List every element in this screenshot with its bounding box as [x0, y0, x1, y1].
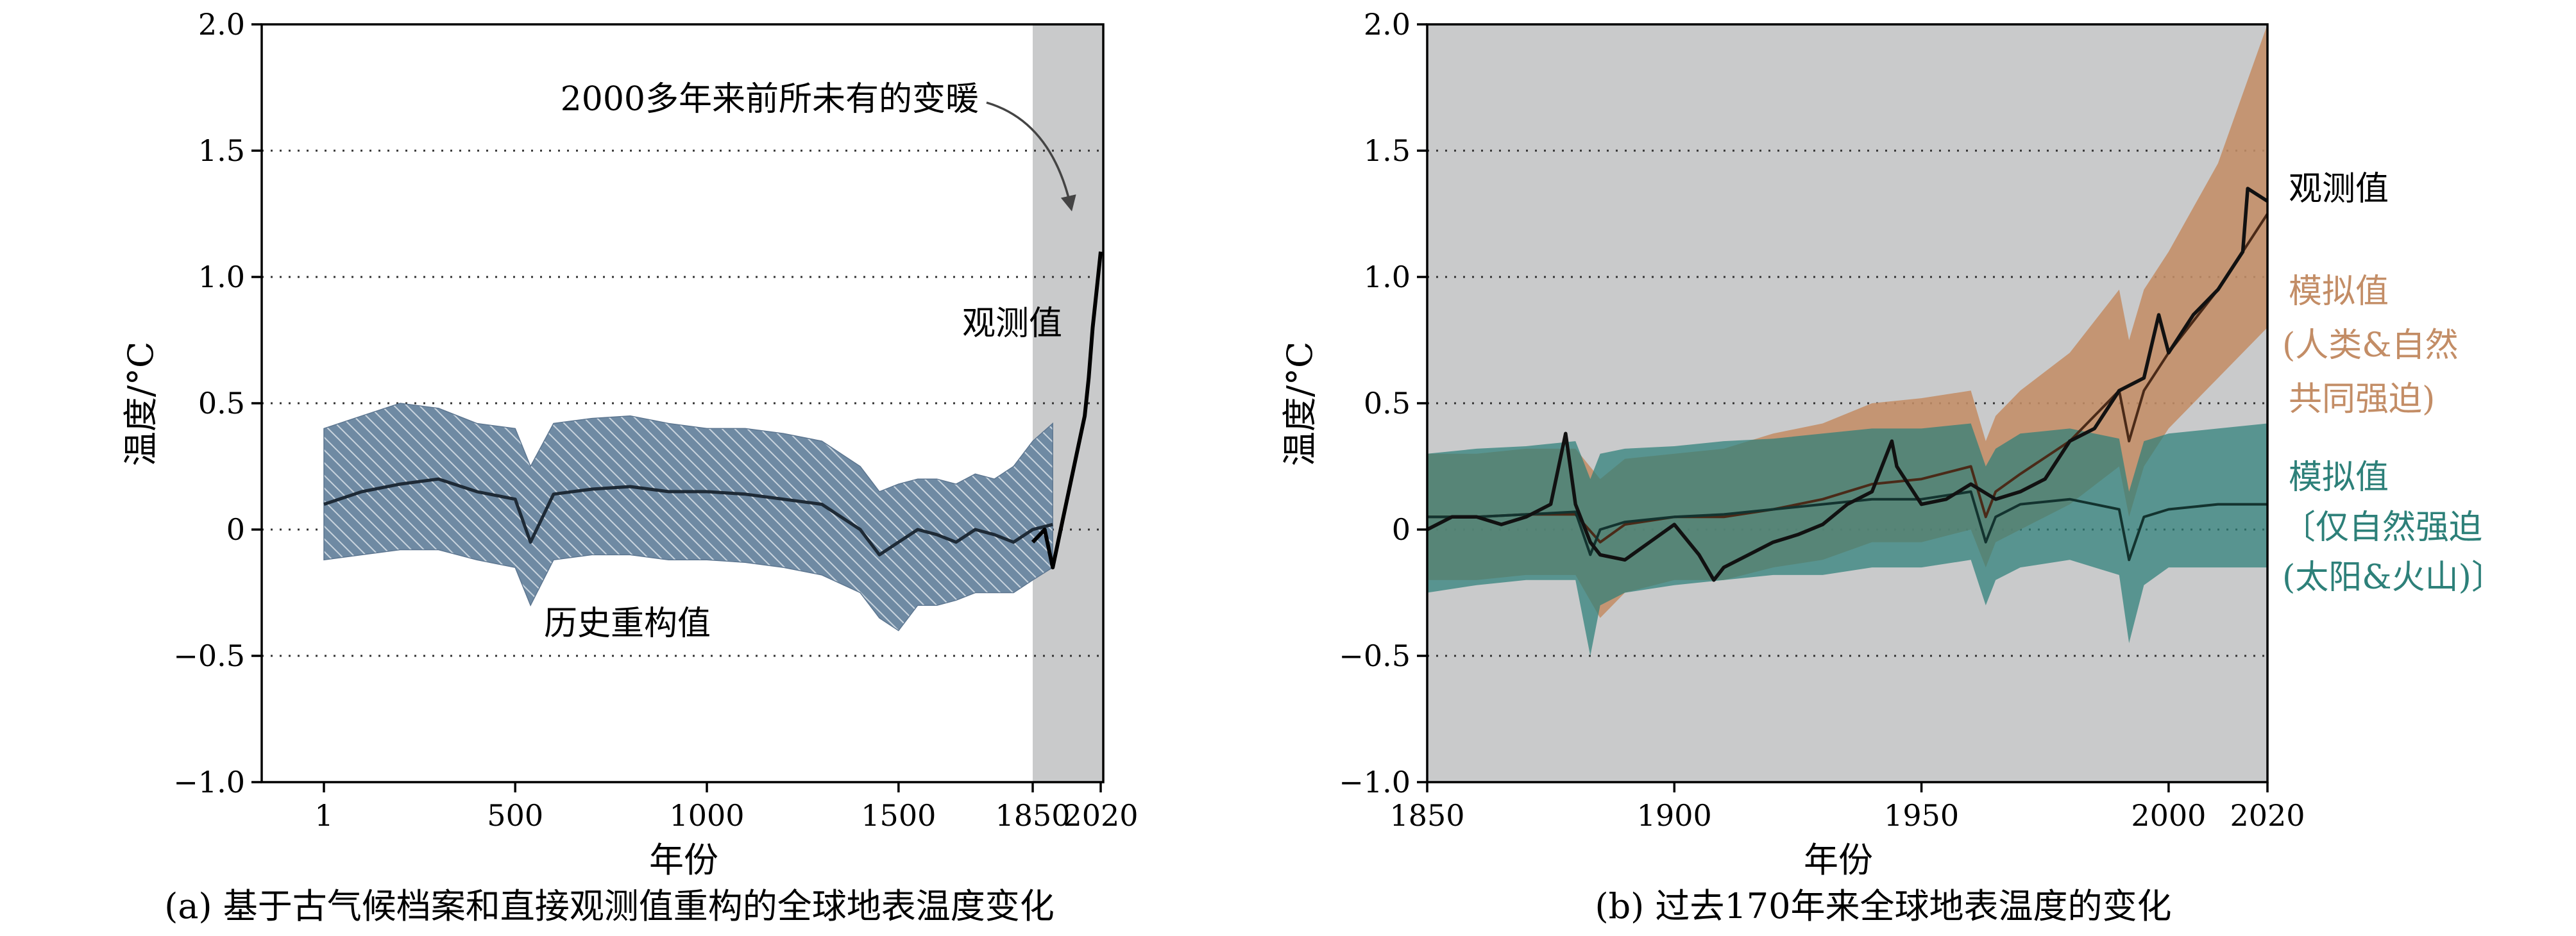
panel-b-legend-natural-3: (太阳&火山)〕 — [2282, 558, 2505, 597]
panel-a-reconstruction-band — [323, 403, 1053, 631]
panel-a-annotation-arrow — [986, 101, 1076, 212]
panel-b-legend-natural-1: 模拟值 — [2289, 458, 2389, 497]
panel-b-natural-only-line — [1427, 490, 2267, 562]
panel-b-y-axis-title: 温度/°C — [1280, 342, 1320, 467]
b-y-tick-label: 1.5 — [1364, 133, 1411, 168]
panel-b-natural-only-band — [1427, 423, 2267, 656]
panel-a-observed-line — [1031, 251, 1103, 570]
panel-b-legend-human-natural-2: (人类&自然 — [2282, 326, 2459, 365]
panel-b-observed-line — [1426, 187, 2269, 582]
panel-b-y-axis: −1.0 −0.5 0 0.5 1.0 1.5 2.0 — [1339, 7, 1427, 799]
b-x-tick-label: 1850 — [1389, 798, 1464, 833]
a-x-tick-label: 2020 — [1063, 798, 1138, 833]
b-x-tick-label: 2020 — [2230, 798, 2305, 833]
panel-b-legend-human-natural-1: 模拟值 — [2289, 272, 2389, 311]
b-x-tick-label: 1950 — [1884, 798, 1959, 833]
a-y-tick-label: 1.0 — [198, 260, 245, 294]
panel-a-y-axis: −1.0 −0.5 0 0.5 1.0 1.5 2.0 — [173, 7, 262, 799]
b-y-tick-label: −1.0 — [1339, 765, 1411, 799]
b-y-tick-label: −0.5 — [1339, 639, 1411, 673]
panel-b-caption: (b) 过去170年来全球地表温度的变化 — [1595, 886, 2172, 926]
panel-a-caption: (a) 基于古气候档案和直接观测值重构的全球地表温度变化 — [164, 886, 1055, 926]
a-y-tick-label: −1.0 — [173, 765, 245, 799]
panel-b: −1.0 −0.5 0 0.5 1.0 1.5 2.0 1850 1900 1950 2000 20… — [1280, 7, 2505, 926]
panel-a-y-axis-title: 温度/°C — [121, 342, 161, 467]
a-x-tick-label: 1000 — [669, 798, 744, 833]
b-x-tick-label: 1900 — [1637, 798, 1712, 833]
a-y-tick-label: 0 — [226, 512, 245, 547]
panel-b-legend-observed: 观测值 — [2289, 170, 2389, 208]
panel-b-human-natural-line — [1427, 213, 2269, 544]
a-x-tick-label: 1 — [314, 798, 333, 833]
panel-b-x-axis-title: 年份 — [1804, 840, 1873, 880]
a-y-tick-label: 0.5 — [198, 386, 245, 421]
a-y-tick-label: 1.5 — [198, 133, 245, 168]
panel-a-annotation-unprecedented: 2000多年来前所未有的变暖 — [561, 80, 979, 119]
panel-a-x-axis-title: 年份 — [649, 840, 718, 880]
b-y-tick-label: 0.5 — [1364, 386, 1411, 421]
b-y-tick-label: 1.0 — [1364, 260, 1411, 294]
a-y-tick-label: 2.0 — [198, 7, 245, 42]
b-x-tick-label: 2000 — [2131, 798, 2206, 833]
panel-a: −1.0−0.500.51.01.52.0 1 500 1000 1500 185020… — [121, 7, 1139, 926]
panel-b-x-axis: 1850 1900 1950 2000 2020 — [1389, 782, 2305, 833]
a-y-tick-label: −0.5 — [173, 639, 245, 673]
panel-b-legend-human-natural-3: 共同强迫) — [2289, 380, 2435, 419]
a-x-tick-label: 500 — [487, 798, 543, 833]
panel-b-legend-natural-2: 〔仅自然强迫 — [2282, 508, 2482, 547]
b-y-tick-label: 0 — [1392, 512, 1411, 547]
a-x-tick-label: 1850 — [995, 798, 1070, 833]
panel-a-annotation-observed: 观测值 — [962, 305, 1062, 343]
b-y-tick-label: 2.0 — [1364, 7, 1411, 42]
panel-a-reconstruction-line — [323, 477, 1053, 556]
a-x-tick-label: 1500 — [861, 798, 936, 833]
panel-a-annotation-reconstruction: 历史重构值 — [544, 605, 711, 643]
